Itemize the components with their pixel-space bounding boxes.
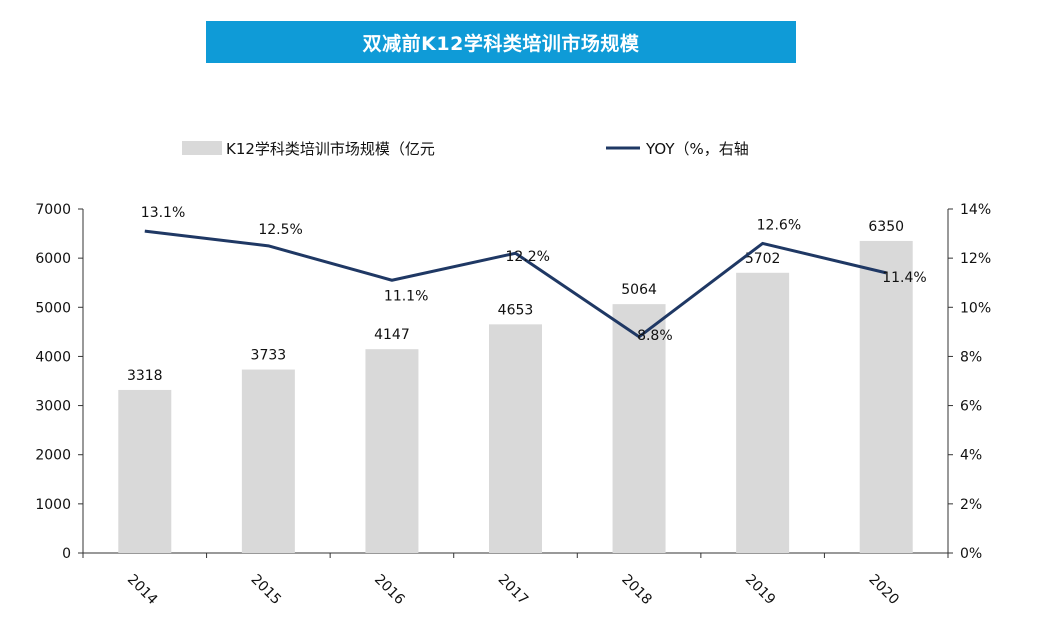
yoy-value-label: 11.1% — [384, 288, 428, 304]
line-series: 13.1% 12.5% 11.1% 12.2% 8.8% 12.6% 11.4% — [141, 205, 927, 344]
left-tick-label: 3000 — [35, 399, 71, 415]
right-tick-label: 2% — [960, 497, 982, 513]
x-tick-label: 2014 — [124, 572, 161, 609]
left-tick-label: 0 — [62, 546, 71, 562]
yoy-value-label: 11.4% — [882, 270, 926, 286]
bar-value-label: 5064 — [621, 282, 657, 298]
left-tick-label: 5000 — [35, 300, 71, 316]
left-tick-label: 1000 — [35, 497, 71, 513]
left-tick-label: 4000 — [35, 349, 71, 365]
chart-title-bar: 双减前K12学科类培训市场规模 — [206, 21, 796, 63]
x-tick-label: 2016 — [371, 572, 408, 609]
legend-bar-swatch — [182, 141, 222, 155]
x-tick-label: 2020 — [865, 572, 902, 609]
bar — [365, 349, 419, 553]
right-tick-label: 14% — [960, 202, 991, 218]
right-tick-label: 12% — [960, 251, 991, 267]
yoy-value-label: 13.1% — [141, 205, 185, 221]
legend: K12学科类培训市场规模（亿元 YOY（%，右轴 — [182, 140, 749, 158]
bar — [489, 324, 542, 553]
left-tick-label: 2000 — [35, 448, 71, 464]
right-tick-label: 4% — [960, 448, 982, 464]
x-tick-label: 2015 — [248, 572, 285, 609]
bar — [859, 240, 913, 553]
right-tick-label: 0% — [960, 546, 982, 562]
chart-title: 双减前K12学科类培训市场规模 — [362, 32, 640, 55]
bar — [241, 369, 295, 553]
x-tick-label: 2019 — [742, 572, 779, 609]
left-tick-label: 6000 — [35, 251, 71, 267]
bar — [118, 389, 172, 553]
bar — [612, 304, 666, 553]
right-tick-label: 6% — [960, 399, 982, 415]
legend-line-label: YOY（%，右轴 — [645, 140, 749, 158]
right-tick-label: 8% — [960, 349, 982, 365]
bar-series: 3318 3733 4147 4653 5064 5702 6350 — [118, 219, 913, 553]
yoy-value-label: 8.8% — [637, 328, 673, 344]
bar-value-label: 6350 — [868, 219, 904, 235]
right-tick-label: 10% — [960, 300, 991, 316]
bar-value-label: 3733 — [251, 348, 287, 364]
left-tick-label: 7000 — [35, 202, 71, 218]
bar-value-label: 5702 — [745, 251, 781, 267]
yoy-value-label: 12.5% — [258, 222, 302, 238]
bar-value-label: 4653 — [498, 302, 534, 318]
x-tick-label: 2017 — [495, 572, 532, 609]
bar-value-label: 4147 — [374, 327, 410, 343]
x-tick-label: 2018 — [618, 572, 655, 609]
bar-value-label: 3318 — [127, 368, 163, 384]
legend-bar-label: K12学科类培训市场规模（亿元 — [226, 140, 435, 158]
yoy-value-label: 12.2% — [506, 249, 550, 265]
yoy-value-label: 12.6% — [757, 217, 801, 233]
bar — [736, 272, 790, 553]
